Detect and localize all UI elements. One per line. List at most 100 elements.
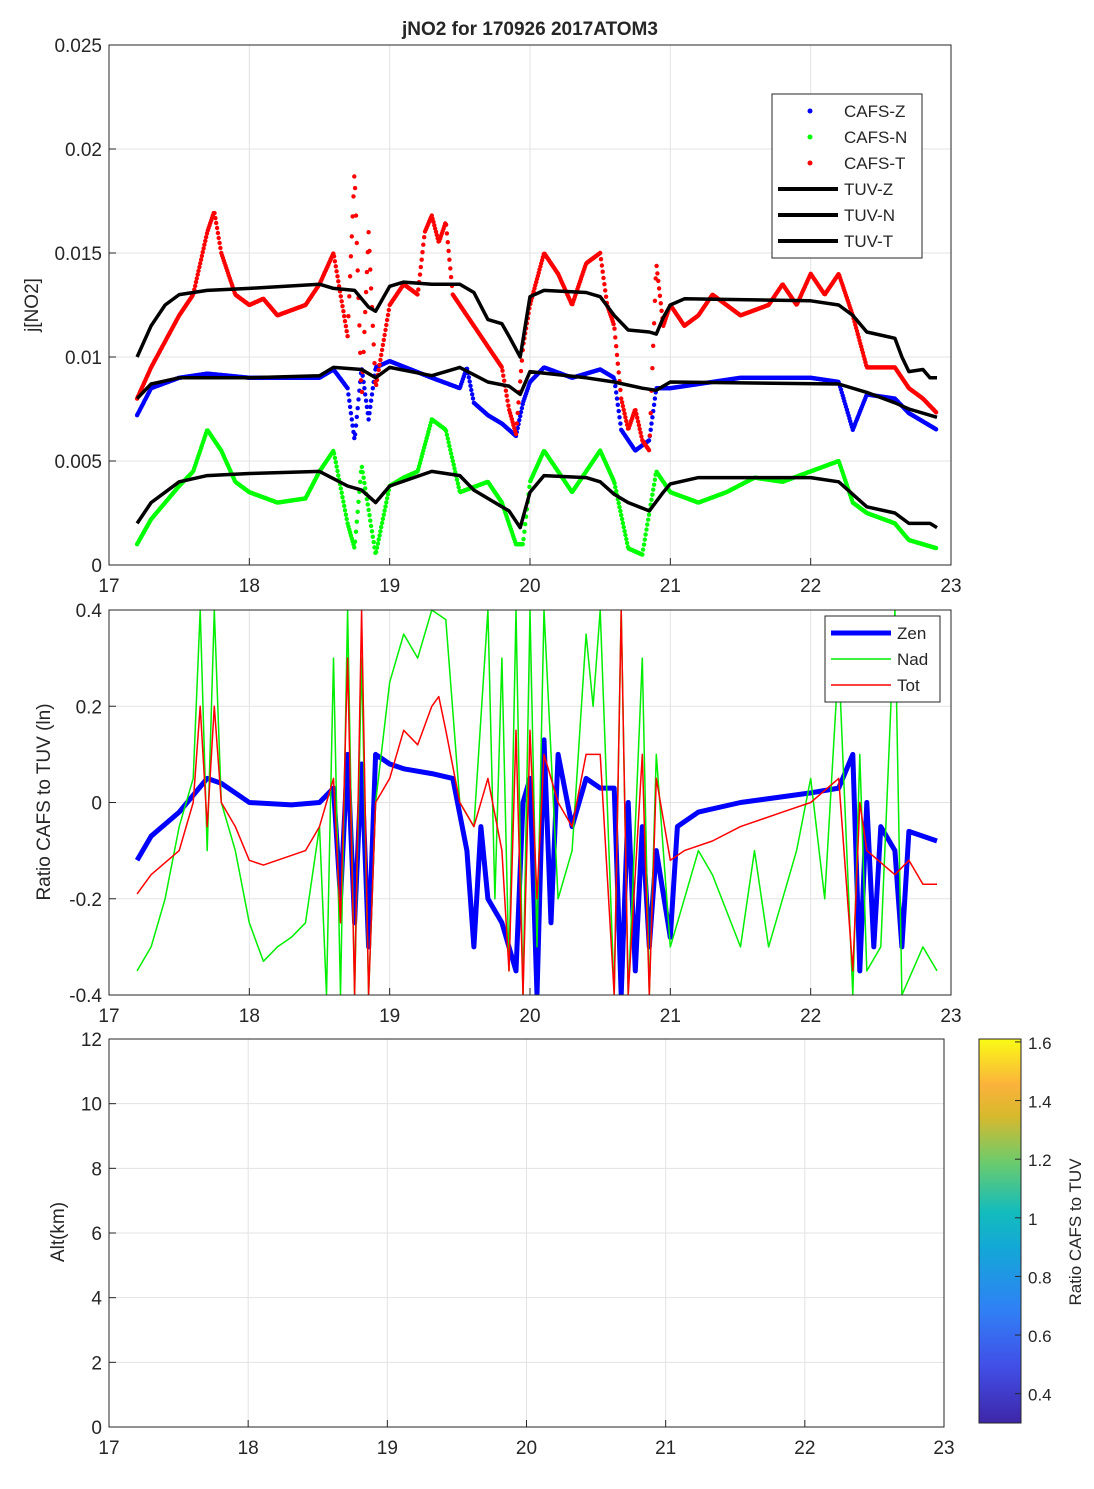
data-point [368,523,374,529]
data-point [368,267,373,272]
data-point [651,487,656,492]
data-point [358,350,363,355]
data-point [346,314,351,319]
data-point [198,261,203,266]
data-point [354,240,359,246]
data-point [467,379,472,384]
data-point [515,425,520,431]
data-point [352,545,357,550]
data-point [651,482,657,487]
y-tick-label: 4 [91,1289,102,1310]
data-point [366,230,371,235]
data-point [646,512,652,517]
data-point [434,232,439,238]
data-point [198,257,204,262]
data-point [359,464,365,470]
data-point [612,480,617,486]
y-axis-label-jno2: j[NO2] [22,278,43,333]
axes-box [108,1038,945,1428]
data-point [620,403,626,409]
data-point [383,504,388,509]
data-point [500,368,505,373]
legend-item-cafs-t: CAFS-T [807,154,905,173]
legend-label: TUV-Z [844,180,893,199]
legend-item-zen: Zen [831,624,926,643]
data-point [656,278,661,284]
y-tick-label: 0 [91,1418,102,1439]
panel-2: 17 18 19 20 21 22 23 -0.4 -0.2 0 0.2 0.4 [69,601,961,1027]
data-point [624,536,629,542]
data-point [615,402,620,407]
data-point [351,194,356,199]
data-point [518,368,524,374]
data-point [344,516,349,522]
series-line [136,610,938,995]
data-point [380,342,386,348]
data-point [338,486,343,491]
data-point [200,250,205,255]
data-point [652,396,658,401]
data-point [362,329,367,335]
y-tick-label: 0.02 [65,140,102,161]
data-point [338,294,343,299]
data-point [601,275,606,281]
data-point [643,532,648,537]
data-point [450,458,455,464]
colorbar-label: Ratio CAFS to TUV [1066,1158,1085,1306]
data-point [933,545,939,551]
y-tick-label: 2 [91,1353,102,1374]
data-point [342,508,348,513]
data-point [344,329,349,334]
data-point [519,405,525,411]
data-point [334,464,339,469]
data-point [637,426,642,432]
data-point [600,269,605,274]
data-point [602,282,607,287]
data-point [468,383,473,388]
data-point [520,542,525,547]
data-point [356,499,361,504]
data-point [456,485,461,490]
data-point [374,549,379,555]
data-point [634,411,639,417]
data-point [446,440,451,445]
y-tick-label: 0.015 [54,244,102,265]
data-point [523,522,528,527]
data-point [358,378,364,383]
data-point [367,248,372,254]
data-point [384,322,389,328]
legend-label: Zen [897,624,926,643]
data-point [515,410,520,416]
data-point [615,361,620,366]
data-point [368,404,373,410]
data-point [646,438,652,443]
data-point [624,540,630,546]
x-tick-label: 22 [800,1006,821,1027]
data-point [352,432,358,437]
data-point [517,417,522,423]
data-point [217,240,222,246]
data-point [359,389,365,395]
data-point [358,479,363,484]
data-point [635,415,640,420]
data-point [362,386,367,391]
data-point [658,301,663,306]
data-point [599,263,605,268]
data-point [194,276,199,281]
data-point [372,361,377,366]
data-point [354,414,359,420]
data-point [654,263,659,269]
data-point [448,266,453,271]
data-point [652,477,658,482]
data-point [360,470,365,475]
data-point [651,321,657,326]
data-point [519,358,525,363]
x-tick-label: 17 [98,1438,119,1459]
data-point [640,547,646,552]
data-point [640,552,645,557]
data-point [505,398,510,403]
data-point [385,492,391,497]
y-tick-label: 12 [81,1030,102,1051]
data-point [622,528,627,534]
data-point [350,423,355,428]
